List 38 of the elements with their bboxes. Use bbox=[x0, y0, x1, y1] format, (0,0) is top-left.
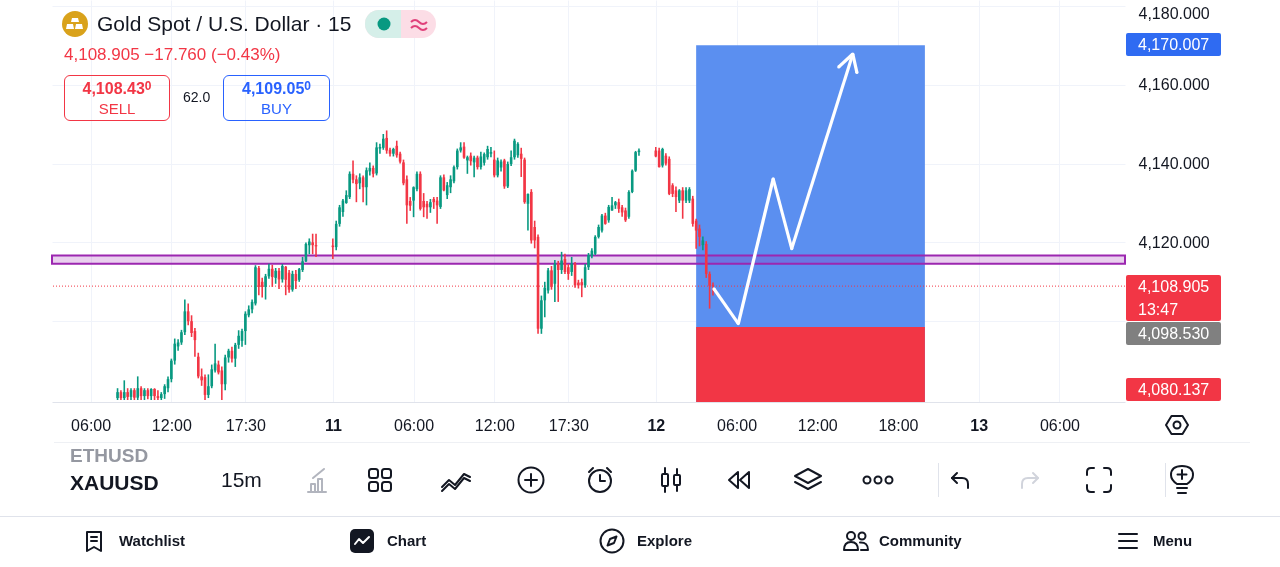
text: 15m bbox=[221, 467, 262, 493]
annotation: 4,108.43$^{0}$ bbox=[82, 78, 152, 99]
y-tick-label: 4,120.000 bbox=[1138, 233, 1210, 251]
annotation: BUY bbox=[261, 98, 292, 118]
text: 4,080.137 bbox=[1126, 378, 1221, 401]
x-tick-label: 18:00 bbox=[878, 416, 919, 434]
annotation: 4,109.05$^{0}$ bbox=[242, 78, 311, 99]
text: ETHUSD bbox=[70, 445, 149, 466]
x-tick-label: 06:00 bbox=[71, 416, 112, 434]
sell-button: 4,108.43$^{0}$ SELL bbox=[64, 75, 170, 121]
x-tick-label: 11 bbox=[324, 416, 342, 434]
x-tick-label: 12:00 bbox=[797, 416, 838, 434]
text: Menu bbox=[1153, 532, 1193, 550]
x-tick-label: 17:30 bbox=[548, 416, 589, 434]
annotation: SELL bbox=[98, 98, 136, 118]
text: 4,170.007 bbox=[1126, 33, 1221, 56]
text: Watchlist bbox=[119, 532, 186, 550]
x-tick-label: 06:00 bbox=[716, 416, 758, 434]
x-tick-label: 06:00 bbox=[394, 416, 435, 434]
text: Gold Spot / U.S. Dollar · 15 bbox=[97, 11, 352, 37]
buy-button: 4,109.05$^{0}$ BUY bbox=[223, 75, 330, 121]
y-tick-label: 4,160.000 bbox=[1138, 76, 1210, 94]
text: Community bbox=[879, 532, 962, 550]
x-tick-label: 17:30 bbox=[225, 416, 266, 434]
annotation: 62.0 bbox=[183, 88, 211, 106]
x-tick-label: 12:00 bbox=[151, 416, 192, 434]
x-tick-label: 12 bbox=[647, 416, 666, 434]
x-tick-label: 13 bbox=[970, 416, 989, 434]
text: 4,108.905 −17.760 (−0.43%) bbox=[64, 44, 281, 66]
text: Chart bbox=[387, 532, 427, 550]
x-tick-label: 06:00 bbox=[1039, 416, 1081, 434]
text: XAUUSD bbox=[70, 470, 159, 495]
text: 4,098.530 bbox=[1126, 322, 1221, 345]
y-tick-label: 4,180.000 bbox=[1138, 5, 1210, 23]
x-tick-label: 12:00 bbox=[474, 416, 515, 434]
text: Explore bbox=[637, 532, 693, 550]
y-tick-label: 4,140.000 bbox=[1138, 155, 1210, 173]
ref-line-label: 4,108.905 13:47 bbox=[1126, 274, 1221, 321]
